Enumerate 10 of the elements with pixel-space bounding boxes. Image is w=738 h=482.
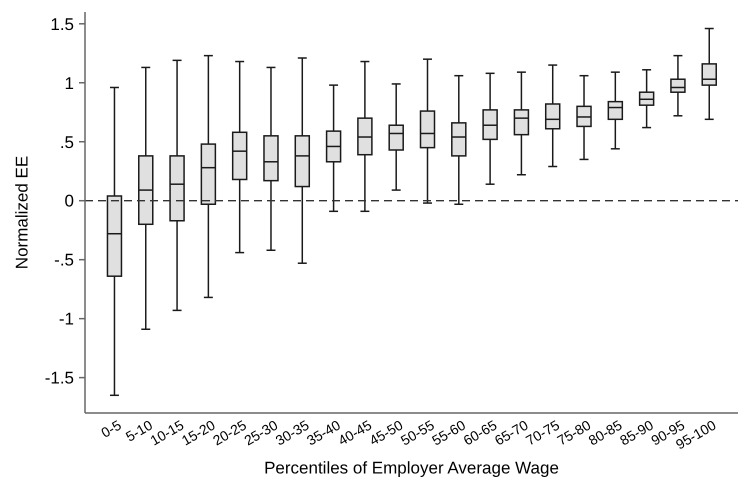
y-axis-title: Normalized EE bbox=[12, 156, 32, 270]
y-tick-label: .5 bbox=[60, 132, 74, 152]
y-tick-label: -1 bbox=[58, 310, 74, 329]
y-tick-label: 0 bbox=[64, 192, 74, 211]
x-axis-title: Percentiles of Employer Average Wage bbox=[264, 458, 559, 478]
y-tick-label: -.5 bbox=[54, 250, 74, 270]
y-tick-label: -1.5 bbox=[44, 368, 74, 388]
y-tick-label: 1.5 bbox=[50, 14, 74, 34]
y-tick-label: 1 bbox=[64, 74, 74, 93]
x-tick-label: 0-5 bbox=[98, 416, 124, 441]
